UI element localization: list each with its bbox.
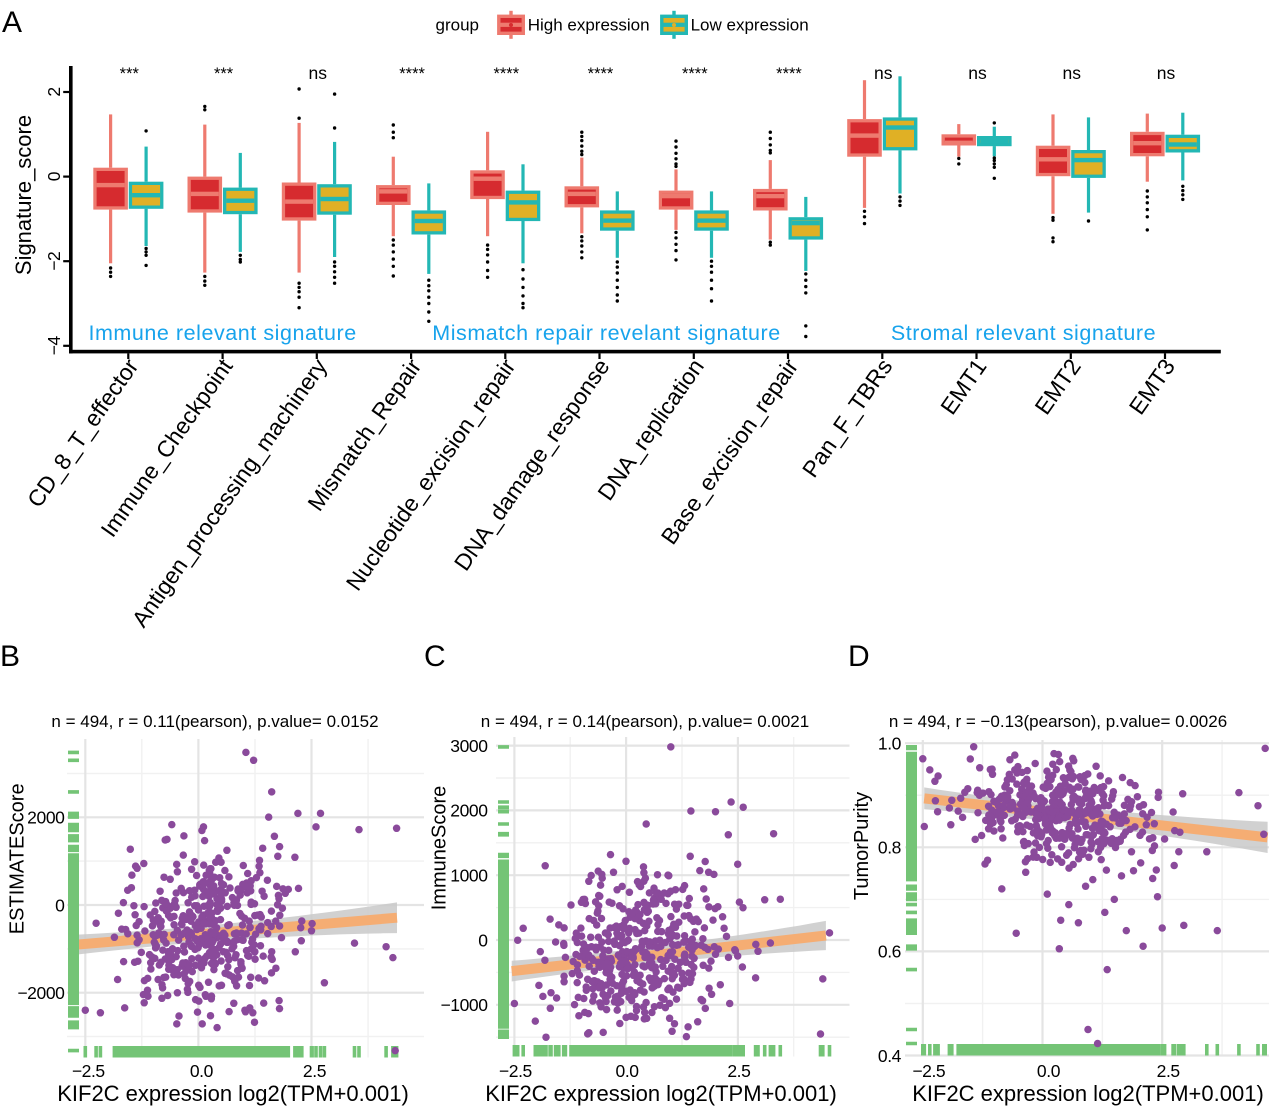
svg-text:ns: ns	[1157, 63, 1176, 83]
svg-text:−2: −2	[44, 252, 64, 271]
svg-text:−2.5: −2.5	[499, 1061, 532, 1081]
svg-text:KIF2C expression log2(TPM+0.00: KIF2C expression log2(TPM+0.001)	[912, 1081, 1264, 1106]
svg-text:2.5: 2.5	[303, 1061, 326, 1081]
svg-text:****: ****	[776, 65, 802, 83]
svg-text:Immune relevant signature: Immune relevant signature	[88, 321, 356, 345]
svg-text:1000: 1000	[450, 866, 488, 886]
svg-text:***: ***	[120, 65, 140, 83]
svg-text:C: C	[424, 640, 446, 673]
svg-text:−4: −4	[44, 336, 64, 356]
svg-text:−2.5: −2.5	[912, 1061, 945, 1081]
svg-text:2000: 2000	[27, 808, 65, 828]
svg-text:TumorPurity: TumorPurity	[851, 792, 873, 900]
svg-text:1.0: 1.0	[878, 734, 902, 754]
svg-text:Mismatch repair revelant signa: Mismatch repair revelant signature	[432, 321, 781, 345]
svg-text:0.4: 0.4	[878, 1046, 902, 1066]
svg-text:***: ***	[214, 65, 234, 83]
svg-text:Low expression: Low expression	[691, 15, 809, 34]
svg-text:n = 494, r = 0.11(pearson), p.: n = 494, r = 0.11(pearson), p.value= 0.0…	[51, 712, 378, 731]
svg-text:0: 0	[44, 171, 64, 181]
svg-text:KIF2C expression log2(TPM+0.00: KIF2C expression log2(TPM+0.001)	[57, 1081, 409, 1106]
svg-text:High expression: High expression	[528, 15, 650, 34]
svg-text:D: D	[848, 640, 870, 673]
svg-text:n = 494, r = −0.13(pearson), p: n = 494, r = −0.13(pearson), p.value= 0.…	[889, 712, 1227, 731]
svg-text:0.0: 0.0	[616, 1061, 640, 1081]
svg-text:−1000: −1000	[440, 995, 488, 1015]
svg-text:****: ****	[399, 65, 425, 83]
svg-text:0: 0	[55, 895, 65, 915]
svg-text:−2000: −2000	[17, 983, 65, 1003]
svg-text:A: A	[2, 6, 22, 39]
svg-text:2: 2	[44, 87, 64, 96]
svg-text:3000: 3000	[450, 736, 488, 756]
svg-text:0.8: 0.8	[878, 838, 901, 858]
svg-text:ImmuneScore: ImmuneScore	[429, 786, 451, 911]
svg-text:2000: 2000	[450, 801, 488, 821]
svg-text:ns: ns	[968, 63, 987, 83]
svg-text:KIF2C expression log2(TPM+0.00: KIF2C expression log2(TPM+0.001)	[485, 1081, 837, 1106]
svg-text:0: 0	[478, 930, 488, 950]
svg-text:ns: ns	[874, 63, 893, 83]
svg-text:B: B	[0, 640, 20, 673]
svg-text:****: ****	[493, 65, 519, 83]
svg-text:ESTIMATEScore: ESTIMATEScore	[7, 783, 29, 934]
svg-text:****: ****	[682, 65, 708, 83]
svg-text:2.5: 2.5	[1157, 1061, 1180, 1081]
svg-text:2.5: 2.5	[727, 1061, 750, 1081]
svg-text:group: group	[436, 15, 479, 34]
svg-text:ns: ns	[1063, 63, 1082, 83]
svg-text:Stromal relevant signature: Stromal relevant signature	[891, 321, 1156, 345]
svg-text:0.0: 0.0	[190, 1061, 214, 1081]
svg-text:0.6: 0.6	[878, 942, 901, 962]
svg-text:−2.5: −2.5	[72, 1061, 105, 1081]
svg-text:Signature_score: Signature_score	[11, 115, 36, 275]
svg-text:0.0: 0.0	[1037, 1061, 1061, 1081]
svg-text:****: ****	[588, 65, 614, 83]
svg-text:n = 494, r = 0.14(pearson), p.: n = 494, r = 0.14(pearson), p.value= 0.0…	[481, 712, 809, 731]
svg-text:ns: ns	[309, 63, 328, 83]
